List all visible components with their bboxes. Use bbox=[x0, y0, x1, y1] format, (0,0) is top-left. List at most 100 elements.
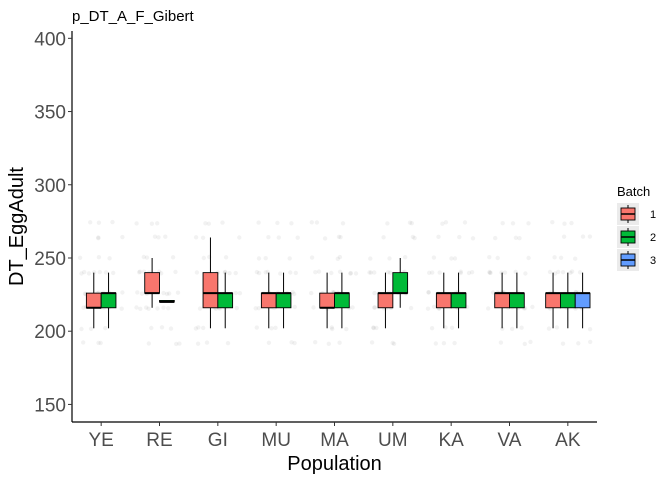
jitter-point bbox=[254, 325, 259, 330]
jitter-point bbox=[146, 341, 151, 346]
jitter-point bbox=[96, 340, 101, 346]
jitter-point bbox=[156, 235, 161, 240]
jitter-point bbox=[350, 305, 355, 310]
jitter-point bbox=[120, 234, 125, 240]
jitter-point bbox=[263, 270, 268, 275]
jitter-point bbox=[144, 305, 149, 310]
jitter-point bbox=[412, 235, 417, 241]
jitter-point bbox=[391, 341, 397, 346]
jitter-point bbox=[552, 255, 557, 260]
jitter-point bbox=[550, 220, 555, 225]
jitter-point bbox=[487, 255, 492, 260]
jitter-point bbox=[560, 341, 566, 346]
jitter-point bbox=[309, 255, 315, 260]
jitter-point bbox=[353, 271, 359, 276]
jitter-point bbox=[388, 270, 393, 275]
jitter-point bbox=[554, 325, 560, 330]
jitter-point bbox=[385, 221, 390, 226]
jitter-point bbox=[470, 236, 476, 241]
jitter-point bbox=[500, 326, 505, 331]
jitter-point bbox=[88, 326, 94, 331]
jitter-point bbox=[79, 271, 84, 276]
jitter-point bbox=[287, 256, 292, 261]
jitter-point bbox=[234, 305, 239, 311]
jitter-point bbox=[335, 256, 340, 261]
jitter-point bbox=[368, 270, 374, 275]
jitter-point bbox=[408, 305, 414, 311]
box-batch-1 bbox=[435, 292, 452, 309]
jitter-point bbox=[436, 234, 441, 239]
jitter-point bbox=[337, 269, 343, 274]
jitter-point bbox=[457, 234, 462, 240]
x-tick-label: MA bbox=[320, 430, 349, 451]
jitter-point bbox=[487, 269, 492, 275]
jitter-point bbox=[519, 325, 524, 330]
box-batch-2 bbox=[450, 292, 467, 309]
jitter-point bbox=[348, 270, 353, 276]
jitter-point bbox=[309, 290, 314, 296]
jitter-point bbox=[144, 255, 150, 260]
box-batch-3 bbox=[574, 292, 591, 309]
legend-title: Batch bbox=[617, 184, 650, 199]
jitter-point bbox=[149, 325, 154, 331]
jitter-point bbox=[433, 341, 438, 346]
jitter-point bbox=[256, 306, 261, 311]
jitter-point bbox=[431, 304, 437, 309]
jitter-point bbox=[200, 235, 206, 240]
jitter-point bbox=[223, 255, 229, 260]
jitter-point bbox=[526, 221, 531, 226]
jitter-point bbox=[441, 341, 447, 346]
boxes bbox=[85, 237, 591, 329]
jitter-point bbox=[206, 221, 211, 226]
jitter-point bbox=[385, 270, 391, 275]
jitter-point bbox=[431, 255, 437, 260]
jitter-point bbox=[159, 271, 164, 276]
jitter-point bbox=[88, 220, 93, 225]
jitter-point bbox=[368, 256, 373, 261]
box-batch-2 bbox=[217, 292, 234, 309]
jitter-point bbox=[443, 325, 448, 330]
jitter-point bbox=[410, 234, 416, 240]
jitter-point bbox=[449, 325, 455, 330]
jitter-point bbox=[338, 235, 343, 240]
jitter-point bbox=[269, 326, 274, 331]
y-ticks: 150 200 250 300 350 400 bbox=[34, 29, 72, 416]
jitter-point bbox=[77, 255, 83, 260]
jitter-point bbox=[96, 255, 102, 260]
jitter-point bbox=[429, 326, 435, 331]
jitter-point bbox=[79, 326, 84, 332]
jitter-point bbox=[233, 290, 238, 296]
box-batch-1 bbox=[85, 292, 102, 309]
jitter-point bbox=[278, 271, 283, 276]
jitter-point bbox=[193, 235, 199, 240]
jitter-point bbox=[313, 270, 318, 275]
y-tick-label: 150 bbox=[34, 395, 66, 416]
jitter-point bbox=[390, 340, 395, 346]
jitter-point bbox=[556, 269, 561, 275]
jitter-point bbox=[580, 234, 586, 239]
jitter-point bbox=[561, 234, 567, 239]
jitter-point bbox=[381, 235, 386, 240]
jitter-point bbox=[510, 221, 516, 226]
box-batch-1 bbox=[144, 272, 160, 294]
box-batch-1 bbox=[545, 292, 561, 309]
y-axis-title: DT_EggAdult bbox=[6, 167, 28, 286]
jitter-point bbox=[387, 256, 392, 261]
jitter-point bbox=[194, 270, 200, 275]
jitter-point bbox=[403, 255, 408, 260]
jitter-point bbox=[289, 221, 294, 226]
jitter-point bbox=[201, 255, 206, 261]
jitter-point bbox=[510, 326, 515, 332]
jitter-point bbox=[290, 290, 295, 295]
y-tick-label: 250 bbox=[34, 249, 66, 270]
jitter-point bbox=[513, 235, 519, 240]
jitter-point bbox=[170, 255, 176, 260]
box-batch-1 bbox=[494, 292, 510, 309]
jitter-point bbox=[137, 270, 142, 275]
jitter-point bbox=[135, 290, 140, 295]
jitter-point bbox=[326, 341, 331, 346]
box-batch-1 bbox=[319, 292, 335, 309]
jitter-point bbox=[329, 325, 334, 330]
jitter-point bbox=[526, 255, 531, 261]
jitter-point bbox=[256, 256, 262, 261]
